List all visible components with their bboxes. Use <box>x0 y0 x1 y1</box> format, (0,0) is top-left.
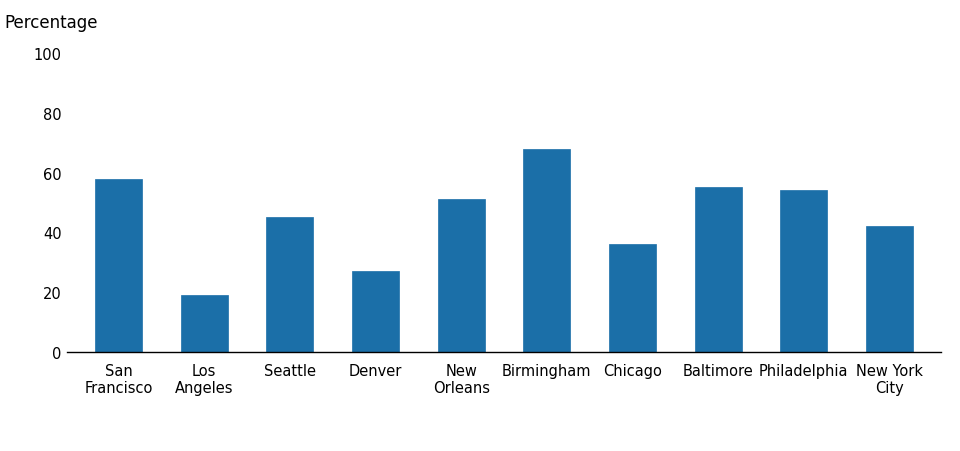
Bar <box>866 227 913 352</box>
Bar <box>352 272 399 352</box>
Bar <box>180 295 228 352</box>
Bar <box>609 244 656 352</box>
Bar <box>780 191 828 352</box>
Bar <box>695 188 742 352</box>
Bar <box>95 179 142 352</box>
Bar <box>523 149 570 352</box>
Bar <box>438 200 485 352</box>
Text: Percentage: Percentage <box>5 14 98 32</box>
Bar <box>266 218 313 352</box>
